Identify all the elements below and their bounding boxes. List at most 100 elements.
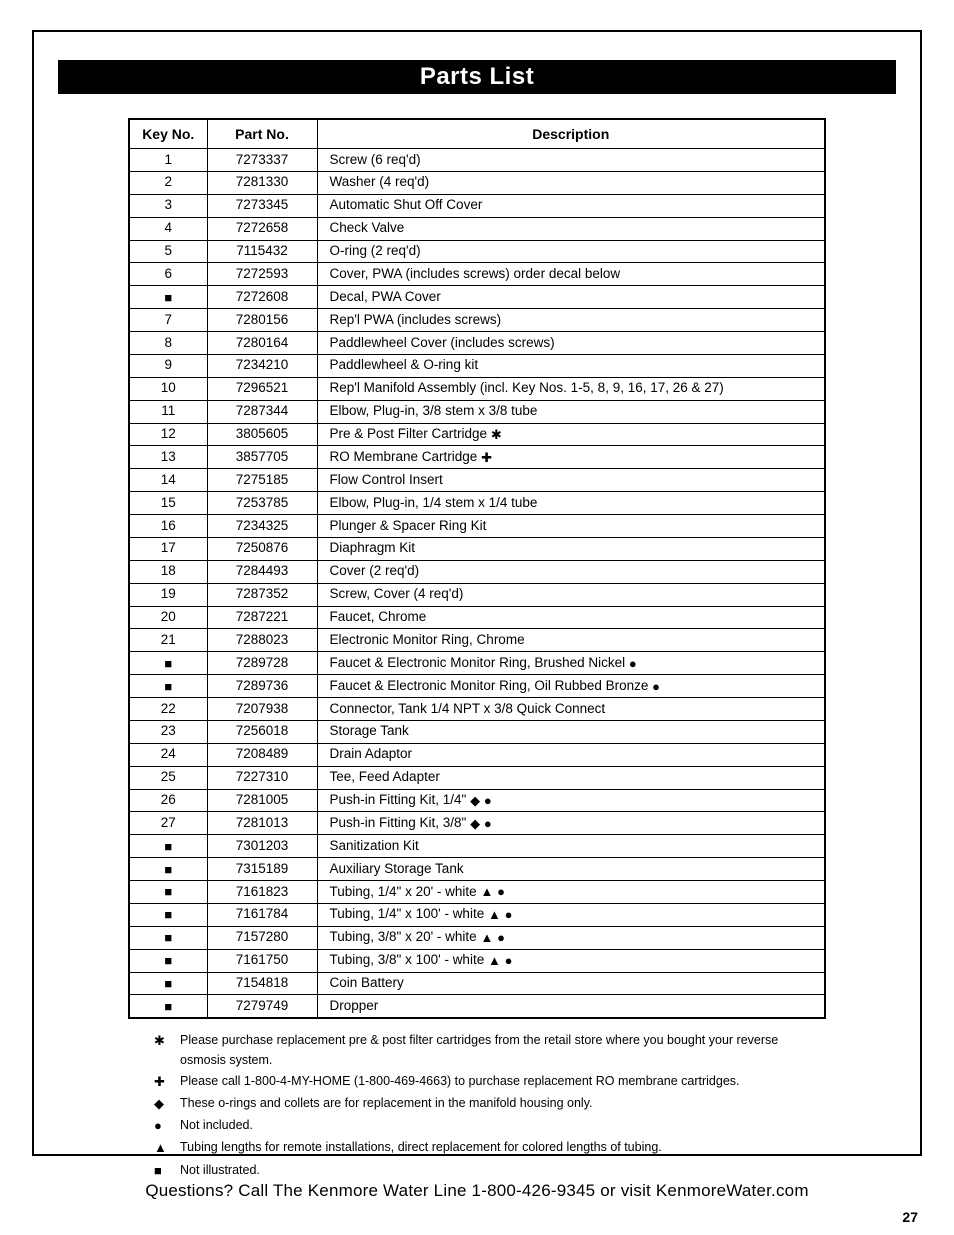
cell-part: 7289736 [207, 675, 317, 698]
cell-desc: Paddlewheel Cover (includes screws) [317, 332, 825, 355]
cell-part: 7273345 [207, 194, 317, 217]
cell-part: 7301203 [207, 835, 317, 858]
cell-desc: Tee, Feed Adapter [317, 766, 825, 789]
cell-part: 7272608 [207, 286, 317, 309]
footnote-text: Please purchase replacement pre & post f… [180, 1031, 826, 1070]
dot-icon: ● [484, 817, 492, 830]
cell-key: 23 [129, 720, 207, 743]
cell-part: 7284493 [207, 560, 317, 583]
cell-key: 19 [129, 583, 207, 606]
plus-icon: ✚ [154, 1072, 180, 1092]
cell-desc: Faucet & Electronic Monitor Ring, Brushe… [317, 652, 825, 675]
cell-desc: RO Membrane Cartridge ✚ [317, 446, 825, 469]
table-row: ■7315189Auxiliary Storage Tank [129, 858, 825, 881]
cell-key: 15 [129, 492, 207, 515]
dot-icon: ● [154, 1116, 180, 1136]
table-row: 107296521Rep'l Manifold Assembly (incl. … [129, 377, 825, 400]
table-row: 27281330Washer (4 req'd) [129, 171, 825, 194]
square-icon: ■ [164, 954, 172, 967]
cell-desc: Drain Adaptor [317, 743, 825, 766]
table-row: ■ 7289728Faucet & Electronic Monitor Ring… [129, 652, 825, 675]
table-row: 207287221Faucet, Chrome [129, 606, 825, 629]
cell-part: 7281005 [207, 789, 317, 812]
cell-desc: Rep'l Manifold Assembly (incl. Key Nos. … [317, 377, 825, 400]
title-text: Parts List [420, 63, 534, 91]
table-row: 147275185Flow Control Insert [129, 469, 825, 492]
cell-desc: Push-in Fitting Kit, 3/8" ◆ ● [317, 812, 825, 835]
cell-desc: Push-in Fitting Kit, 1/4" ◆ ● [317, 789, 825, 812]
dot-icon: ● [652, 680, 660, 693]
triangle-icon: ▲ [480, 931, 493, 944]
square-icon: ■ [164, 908, 172, 921]
cell-key: ■ [129, 926, 207, 949]
cell-key: 18 [129, 560, 207, 583]
cell-desc: Screw, Cover (4 req'd) [317, 583, 825, 606]
page: Parts List Key No. Part No. Description … [0, 0, 954, 1235]
cell-desc: Electronic Monitor Ring, Chrome [317, 629, 825, 652]
table-row: 267281005Push-in Fitting Kit, 1/4" ◆ ● [129, 789, 825, 812]
cell-key: 8 [129, 332, 207, 355]
cell-desc: Diaphragm Kit [317, 537, 825, 560]
cell-part: 7280156 [207, 309, 317, 332]
footnote-row: ✱Please purchase replacement pre & post … [154, 1031, 826, 1070]
cell-desc: Check Valve [317, 217, 825, 240]
cell-key: 26 [129, 789, 207, 812]
dot-icon: ● [497, 931, 505, 944]
cell-key: 2 [129, 171, 207, 194]
cell-key: 10 [129, 377, 207, 400]
footnote-text: These o-rings and collets are for replac… [180, 1094, 826, 1113]
cell-part: 7287221 [207, 606, 317, 629]
square-icon: ■ [164, 840, 172, 853]
cell-part: 7279749 [207, 995, 317, 1018]
cell-key: 12 [129, 423, 207, 446]
dot-icon: ● [497, 885, 505, 898]
cell-part: 7161784 [207, 903, 317, 926]
footnote-text: Not included. [180, 1116, 826, 1135]
cell-key: ■ [129, 652, 207, 675]
square-icon: ■ [164, 291, 172, 304]
footer-text: Questions? Call The Kenmore Water Line 1… [145, 1181, 808, 1200]
cell-part: 7275185 [207, 469, 317, 492]
cell-desc: Storage Tank [317, 720, 825, 743]
cell-desc: Elbow, Plug-in, 1/4 stem x 1/4 tube [317, 492, 825, 515]
cell-part: 7157280 [207, 926, 317, 949]
table-row: 67272593Cover, PWA (includes screws) ord… [129, 263, 825, 286]
table-row: ■7161784Tubing, 1/4" x 100' - white ▲ ● [129, 903, 825, 926]
cell-part: 3857705 [207, 446, 317, 469]
cell-desc: Tubing, 1/4" x 20' - white ▲ ● [317, 881, 825, 904]
cell-key: 7 [129, 309, 207, 332]
square-icon: ■ [164, 657, 172, 670]
footer-question: Questions? Call The Kenmore Water Line 1… [0, 1181, 954, 1201]
cell-part: 7272658 [207, 217, 317, 240]
cell-part: 7161750 [207, 949, 317, 972]
table-row: 123805605Pre & Post Filter Cartridge ✱ [129, 423, 825, 446]
cell-desc: Pre & Post Filter Cartridge ✱ [317, 423, 825, 446]
cell-key: 3 [129, 194, 207, 217]
footnote-row: ◆These o-rings and collets are for repla… [154, 1094, 826, 1114]
table-row: 227207938Connector, Tank 1/4 NPT x 3/8 Q… [129, 698, 825, 721]
square-icon: ■ [164, 1000, 172, 1013]
cell-part: 7273337 [207, 149, 317, 172]
cell-part: 7296521 [207, 377, 317, 400]
cell-desc: Connector, Tank 1/4 NPT x 3/8 Quick Conn… [317, 698, 825, 721]
cell-desc: Tubing, 3/8" x 20' - white ▲ ● [317, 926, 825, 949]
triangle-icon: ▲ [480, 885, 493, 898]
cell-part: 7234210 [207, 354, 317, 377]
cell-key: ■ [129, 858, 207, 881]
cell-desc: Rep'l PWA (includes screws) [317, 309, 825, 332]
cell-part: 7281013 [207, 812, 317, 835]
col-desc: Description [317, 119, 825, 149]
cell-part: 7287352 [207, 583, 317, 606]
cell-part: 7272593 [207, 263, 317, 286]
cell-part: 7280164 [207, 332, 317, 355]
table-row: 247208489Drain Adaptor [129, 743, 825, 766]
cell-part: 7289728 [207, 652, 317, 675]
table-row: 197287352Screw, Cover (4 req'd) [129, 583, 825, 606]
table-row: 87280164Paddlewheel Cover (includes scre… [129, 332, 825, 355]
table-row: ■7279749Dropper [129, 995, 825, 1018]
cell-part: 7161823 [207, 881, 317, 904]
table-row: 277281013Push-in Fitting Kit, 3/8" ◆ ● [129, 812, 825, 835]
table-row: 177250876Diaphragm Kit [129, 537, 825, 560]
diamond-icon: ◆ [470, 817, 480, 830]
cell-part: 7315189 [207, 858, 317, 881]
